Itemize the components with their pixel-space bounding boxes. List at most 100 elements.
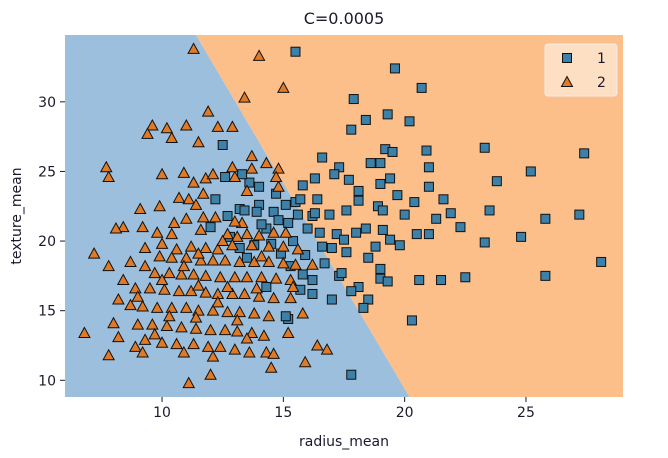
data-point-class-2 <box>213 340 227 352</box>
data-point-class-2 <box>267 347 280 359</box>
data-point-class-1 <box>295 194 306 205</box>
data-point-class-2 <box>116 220 130 233</box>
data-point-class-1 <box>336 268 347 279</box>
data-point-class-2 <box>226 160 239 173</box>
data-point-class-2 <box>247 255 261 267</box>
data-point-class-2 <box>255 270 268 283</box>
data-point-class-1 <box>375 263 386 274</box>
data-point-class-2 <box>179 301 193 313</box>
y-tick-label: 20 <box>38 234 56 250</box>
data-point-class-2 <box>102 170 116 183</box>
data-point-class-1 <box>392 190 403 201</box>
data-point-class-2 <box>228 270 242 283</box>
data-point-class-2 <box>177 259 191 272</box>
data-point-class-1 <box>404 116 415 127</box>
data-point-class-1 <box>540 213 551 224</box>
data-point-class-1 <box>309 173 320 184</box>
data-point-class-2 <box>211 242 225 255</box>
data-point-class-2 <box>245 149 259 162</box>
data-point-class-2 <box>230 325 244 337</box>
data-point-class-2 <box>153 249 166 262</box>
data-point-class-2 <box>277 81 290 93</box>
data-point-class-2 <box>182 376 196 389</box>
data-point-class-1 <box>314 227 325 238</box>
data-point-class-2 <box>167 216 181 228</box>
data-point-class-2 <box>187 42 200 54</box>
data-point-class-1 <box>484 205 495 216</box>
data-point-class-2 <box>291 242 305 255</box>
data-point-class-2 <box>199 286 213 298</box>
data-point-class-1 <box>346 286 357 297</box>
data-point-class-1 <box>348 94 359 105</box>
data-point-class-1 <box>341 247 352 258</box>
y-axis-ticks: 10 15 20 25 30 <box>38 95 65 389</box>
data-point-class-2 <box>155 273 169 286</box>
data-point-class-2 <box>277 256 290 269</box>
data-point-class-1 <box>346 369 357 380</box>
data-point-class-2 <box>172 191 186 203</box>
data-point-class-1 <box>351 227 362 238</box>
data-point-class-2 <box>196 187 210 199</box>
data-point-class-2 <box>187 267 200 280</box>
data-point-class-2 <box>272 162 285 174</box>
data-point-class-2 <box>286 280 300 293</box>
data-point-class-2 <box>257 329 271 341</box>
data-point-class-1 <box>217 139 228 150</box>
data-point-class-2 <box>136 299 149 312</box>
data-point-class-1 <box>479 237 490 248</box>
data-point-class-1 <box>268 206 279 217</box>
data-point-class-1 <box>460 272 471 283</box>
legend-label: 2 <box>597 75 606 91</box>
data-point-class-2 <box>160 121 174 134</box>
data-point-class-1 <box>375 178 386 189</box>
data-point-class-2 <box>155 237 169 249</box>
data-point-class-2 <box>116 273 130 286</box>
data-point-class-2 <box>179 251 193 263</box>
data-point-class-2 <box>201 105 215 117</box>
y-tick-label: 25 <box>38 164 56 180</box>
data-point-class-2 <box>240 227 254 240</box>
data-point-class-2 <box>216 234 230 247</box>
data-point-class-1 <box>237 169 248 180</box>
data-point-class-2 <box>255 249 268 262</box>
data-point-class-1 <box>326 243 337 254</box>
data-point-class-2 <box>226 287 239 299</box>
data-point-class-2 <box>209 210 222 223</box>
data-point-class-2 <box>184 240 198 252</box>
data-point-class-2 <box>165 251 179 263</box>
data-point-class-1 <box>455 222 466 233</box>
data-point-class-1 <box>341 205 352 216</box>
data-point-class-2 <box>155 336 169 348</box>
data-point-class-1 <box>324 209 335 220</box>
data-point-class-1 <box>387 146 398 157</box>
data-point-class-2 <box>272 180 285 192</box>
data-point-class-2 <box>143 281 157 294</box>
data-point-class-2 <box>262 309 276 322</box>
legend-box <box>544 43 618 97</box>
data-point-class-1 <box>370 241 381 252</box>
data-point-class-2 <box>206 350 220 362</box>
data-point-class-2 <box>243 345 256 358</box>
data-point-class-2 <box>226 238 239 251</box>
data-point-class-2 <box>99 160 113 173</box>
data-point-class-2 <box>136 345 149 358</box>
x-tick-label: 10 <box>153 405 171 421</box>
data-point-class-2 <box>320 343 334 355</box>
data-point-class-1 <box>389 63 400 74</box>
data-point-class-2 <box>245 238 259 251</box>
legend: 12 <box>544 43 618 97</box>
data-point-class-2 <box>269 272 283 284</box>
data-point-class-1 <box>290 46 301 57</box>
data-point-class-2 <box>240 270 254 283</box>
data-point-class-1 <box>329 169 340 180</box>
data-point-class-1 <box>445 208 456 219</box>
data-point-class-2 <box>141 127 154 139</box>
data-point-class-2 <box>112 330 125 343</box>
data-point-class-2 <box>250 281 264 294</box>
data-point-class-2 <box>177 345 191 358</box>
data-point-class-2 <box>211 295 225 308</box>
data-point-class-1 <box>438 194 449 205</box>
data-point-class-1 <box>309 208 320 219</box>
data-point-class-2 <box>252 49 266 61</box>
